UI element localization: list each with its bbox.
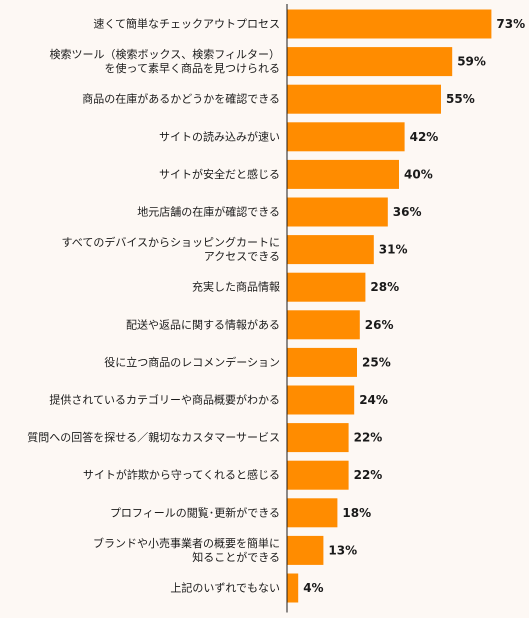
bar (287, 385, 355, 415)
category-label: 質問への回答を探せる／親切なカスタマーサービス (27, 430, 280, 444)
value-labels-group: 73% 59% 55% 42% 40% 36% 31% 28% 26% 25% 24% 22% 22% 1… (303, 17, 525, 595)
value-label: 59% (457, 55, 486, 69)
value-label: 42% (410, 130, 439, 144)
value-label: 40% (404, 167, 433, 181)
value-label: 36% (393, 205, 422, 219)
category-label: 検索ツール（検索ボックス、検索フィルター） (50, 47, 280, 61)
value-label: 22% (354, 431, 383, 445)
value-label: 55% (446, 92, 475, 106)
value-label: 13% (328, 543, 357, 557)
category-label: サイトが詐欺から守ってくれると感じる (83, 468, 280, 482)
bar (287, 272, 366, 302)
bar (287, 9, 492, 39)
bar (287, 159, 399, 189)
bar (287, 47, 453, 77)
category-labels-group: 速くて簡単なチェックアウトプロセス検索ツール（検索ボックス、検索フィルター）を使… (27, 17, 280, 595)
bars-group (287, 9, 492, 603)
bar (287, 423, 349, 453)
category-label: 提供されているカテゴリーや商品概要がわかる (49, 393, 280, 407)
bar (287, 498, 338, 528)
value-label: 31% (379, 243, 408, 257)
category-label: 充実した商品情報 (192, 280, 280, 294)
category-label: を使って素早く商品を見つけられる (105, 61, 280, 75)
category-label: アクセスできる (204, 250, 280, 263)
value-label: 25% (362, 355, 391, 369)
bar (287, 84, 441, 114)
bar (287, 573, 299, 603)
category-label: プロフィールの閲覧･更新ができる (110, 505, 280, 519)
value-label: 18% (342, 506, 371, 520)
category-label: 商品の在庫があるかどうかを確認できる (82, 92, 280, 106)
category-label: 速くて簡単なチェックアウトプロセス (93, 17, 280, 31)
category-label: 配送や返品に関する情報がある (126, 317, 280, 331)
bar (287, 310, 360, 340)
category-label: 上記のいずれでもない (170, 581, 280, 595)
bar (287, 535, 324, 565)
bar (287, 347, 357, 377)
value-label: 73% (496, 17, 525, 31)
category-label: サイトが安全だと感じる (159, 167, 280, 181)
category-label: 役に立つ商品のレコメンデーション (104, 355, 280, 369)
category-label: すべてのデバイスからショッピングカートに (62, 235, 280, 249)
bar (287, 122, 405, 152)
category-label: サイトの読み込みが速い (159, 129, 280, 143)
value-label: 22% (354, 468, 383, 482)
value-label: 28% (370, 280, 399, 294)
category-label: 地元店舗の在庫が確認できる (137, 205, 280, 219)
category-label: 知ることができる (192, 550, 280, 564)
bar (287, 197, 388, 227)
bar (287, 460, 349, 490)
value-label: 4% (303, 581, 323, 595)
value-label: 24% (359, 393, 388, 407)
bar (287, 235, 374, 265)
category-label: ブランドや小売事業者の概要を簡単に (93, 536, 280, 550)
value-label: 26% (365, 318, 394, 332)
